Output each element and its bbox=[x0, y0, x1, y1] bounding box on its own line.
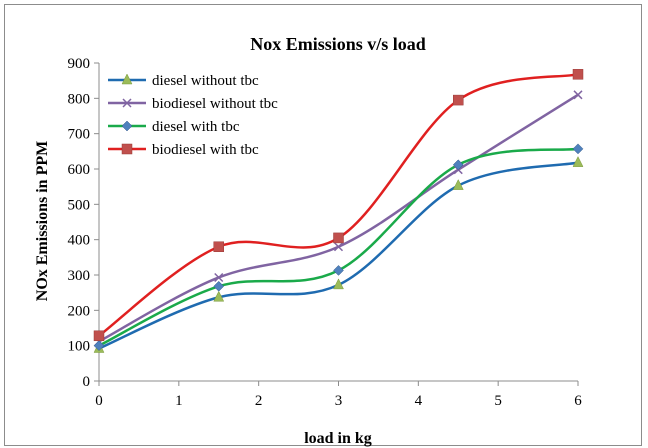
series-line-4 bbox=[98, 73, 579, 337]
legend-label-4: biodiesel with tbc bbox=[152, 142, 259, 158]
legend-marker-1 bbox=[121, 73, 133, 85]
data-point-s1-p5 bbox=[572, 156, 584, 167]
x-tick-label: 0 bbox=[95, 393, 103, 409]
data-point-s4-p4 bbox=[453, 94, 464, 106]
legend-label-3: diesel with tbc bbox=[152, 119, 240, 135]
data-point-s3-p4 bbox=[452, 159, 464, 171]
x-tick-label: 1 bbox=[175, 393, 183, 409]
data-point-s3-p3 bbox=[333, 265, 344, 276]
y-tick-label: 500 bbox=[68, 197, 91, 213]
legend-marker-2 bbox=[122, 98, 132, 108]
data-point-s3-p5 bbox=[572, 143, 584, 155]
data-point-s4-p1 bbox=[93, 330, 105, 342]
x-tick-label: 2 bbox=[255, 393, 263, 409]
data-point-s2-p3 bbox=[333, 242, 344, 252]
y-tick-label: 800 bbox=[68, 91, 91, 107]
legend-marker-3 bbox=[121, 120, 133, 132]
data-point-s1-p3 bbox=[333, 278, 344, 290]
series-line-1 bbox=[98, 161, 579, 350]
y-tick-label: 100 bbox=[68, 339, 91, 355]
x-axis-label: load in kg bbox=[304, 430, 372, 447]
data-point-s4-p3 bbox=[333, 232, 344, 244]
data-point-s3-p2 bbox=[213, 280, 225, 292]
y-tick-label: 200 bbox=[68, 303, 91, 319]
x-tick-label: 4 bbox=[415, 393, 423, 409]
data-point-s2-p5 bbox=[573, 90, 583, 100]
x-tick-label: 3 bbox=[335, 393, 343, 409]
chart-title: Nox Emissions v/s load bbox=[250, 34, 426, 54]
series-markers bbox=[93, 69, 584, 353]
data-point-s1-p2 bbox=[213, 290, 225, 302]
data-point-s3-p1 bbox=[93, 340, 105, 352]
data-point-s1-p4 bbox=[452, 179, 464, 190]
x-tick-label: 6 bbox=[574, 393, 582, 409]
data-point-s4-p2 bbox=[213, 241, 224, 252]
legend-label-1: diesel without tbc bbox=[152, 73, 259, 89]
y-axis-label: NOx Emissions in PPM bbox=[34, 141, 51, 301]
data-point-s2-p2 bbox=[214, 272, 224, 283]
legend: diesel without tbc biodiesel without tbc d… bbox=[108, 73, 278, 158]
y-tick-label: 400 bbox=[68, 233, 91, 249]
y-tick-label: 600 bbox=[68, 162, 91, 178]
series-lines bbox=[98, 73, 579, 350]
legend-label-2: biodiesel without tbc bbox=[152, 96, 278, 112]
y-tick-label: 900 bbox=[68, 56, 91, 72]
y-tick-label: 300 bbox=[68, 268, 91, 284]
y-tick-label: 700 bbox=[68, 127, 91, 143]
data-point-s4-p5 bbox=[572, 69, 584, 80]
x-tick-label: 5 bbox=[494, 393, 502, 409]
axes: 0 100 200 300 400 500 600 700 800 900 0 1 2 3 4 5 6 bbox=[68, 56, 583, 409]
legend-marker-4 bbox=[121, 143, 133, 155]
y-tick-label: 0 bbox=[83, 374, 91, 390]
